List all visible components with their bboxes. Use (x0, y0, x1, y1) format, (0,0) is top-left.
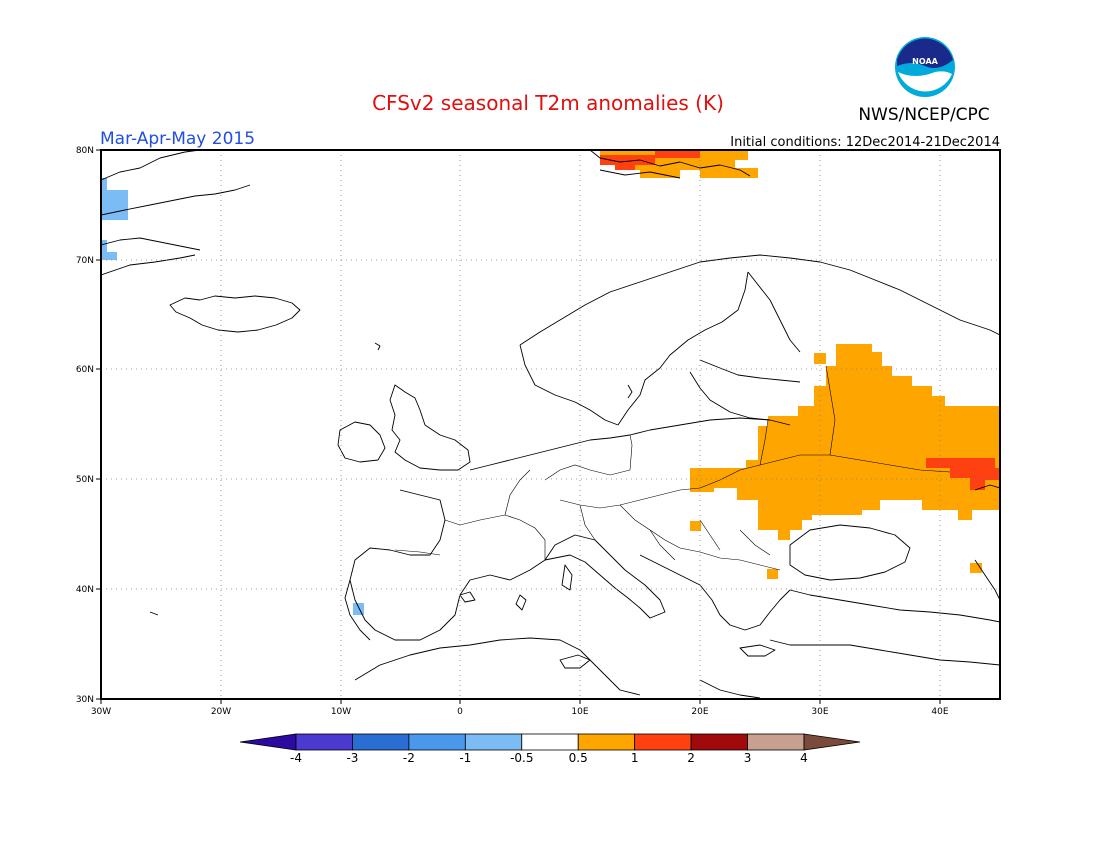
anomaly-patch-cold (353, 603, 364, 615)
anomaly-patch-warm (767, 569, 778, 579)
anomaly-patch-hot (926, 458, 1000, 490)
colorbar-tick-label: 2 (687, 751, 695, 765)
colorbar-tick-label: -0.5 (510, 751, 533, 765)
initial-conditions-label: Initial conditions: 12Dec2014-21Dec2014 (730, 135, 1000, 150)
noaa-logo: NOAA (895, 37, 955, 97)
season-label: Mar-Apr-May 2015 (100, 129, 255, 149)
lat-tick-label: 40N (76, 585, 94, 595)
lon-tick-label: 30E (811, 707, 828, 717)
agency-label: NWS/NCEP/CPC (858, 105, 989, 125)
lon-tick-label: 20W (211, 707, 231, 717)
colorbar: -4 -3 -2 -1 -0.5 0.5 1 2 3 4 (239, 733, 861, 765)
colorbar-tick-label: 1 (631, 751, 639, 765)
anomaly-patch-cold (101, 190, 128, 220)
lat-axis: 30N 40N 50N 60N 70N 80N (76, 146, 101, 705)
colorbar-bin (295, 733, 353, 751)
colorbar-bin (634, 733, 692, 751)
lon-axis: 30W 20W 10W 0 10E 20E 30E 40E (91, 699, 949, 717)
colorbar-bin (747, 733, 805, 751)
anomaly-patch-cold (101, 252, 117, 260)
colorbar-lower-extension (239, 733, 297, 751)
figure-title: CFSv2 seasonal T2m anomalies (K) (372, 91, 724, 115)
lat-tick-label: 60N (76, 365, 94, 375)
colorbar-tick-label: 0.5 (569, 751, 588, 765)
colorbar-bin (464, 733, 523, 751)
colorbar-upper-extension (803, 733, 861, 751)
colorbar-tick-label: 4 (800, 751, 808, 765)
lon-tick-label: 20E (691, 707, 708, 717)
lon-tick-label: 10W (331, 707, 351, 717)
lat-tick-label: 30N (76, 695, 94, 705)
lat-tick-label: 70N (76, 256, 94, 266)
colorbar-bin (690, 733, 748, 751)
colorbar-tick-label: 3 (744, 751, 752, 765)
colorbar-tick-label: -1 (459, 751, 471, 765)
map-panel (100, 149, 1001, 700)
colorbar-tick-label: -2 (403, 751, 415, 765)
noaa-logo-text: NOAA (912, 57, 938, 66)
colorbar-bin (352, 733, 410, 751)
lon-tick-label: 30W (91, 707, 111, 717)
anomaly-patch-hot (655, 150, 700, 158)
colorbar-bin (408, 733, 466, 751)
map-frame (100, 149, 1001, 700)
lat-tick-label: 80N (76, 146, 94, 156)
anomaly-patch-warm (970, 563, 982, 573)
anomaly-patch-warm (690, 344, 1000, 540)
anomaly-patch-warm (690, 521, 701, 531)
colorbar-bin (577, 733, 636, 751)
lon-tick-label: 0 (457, 707, 463, 717)
coastlines (101, 150, 1000, 699)
lon-tick-label: 40E (931, 707, 948, 717)
lon-tick-label: 10E (571, 707, 588, 717)
anomaly-patch-cold (101, 240, 107, 260)
country-borders (394, 365, 951, 571)
colorbar-bin (521, 733, 579, 751)
anomaly-patch-hot (600, 155, 655, 170)
anomaly-patch-cold (101, 178, 107, 192)
colorbar-tick-label: -3 (346, 751, 358, 765)
anomaly-patch-warm (814, 353, 826, 364)
anomaly-shading (101, 150, 1000, 615)
colorbar-tick-label: -4 (290, 751, 302, 765)
lat-tick-label: 50N (76, 475, 94, 485)
